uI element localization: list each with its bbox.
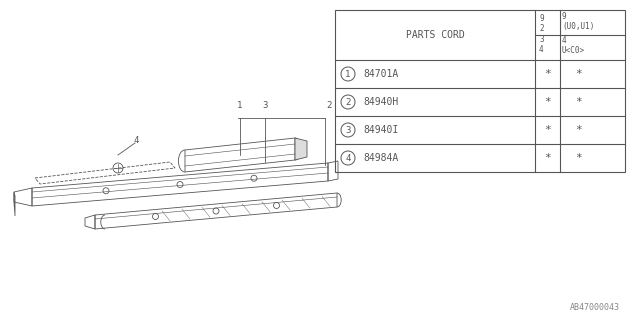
Text: 9
(U0,U1): 9 (U0,U1) [562, 12, 595, 31]
Text: 4: 4 [133, 135, 138, 145]
Text: *: * [544, 153, 551, 163]
Text: 1: 1 [346, 69, 351, 78]
Text: 1: 1 [237, 101, 243, 110]
Polygon shape [295, 138, 307, 160]
Text: 9
2
3
4: 9 2 3 4 [539, 14, 543, 54]
Bar [335, 10, 625, 172]
Text: *: * [575, 97, 582, 107]
Text: 84984A: 84984A [363, 153, 398, 163]
Text: *: * [575, 125, 582, 135]
Text: *: * [575, 153, 582, 163]
Text: 84940H: 84940H [363, 97, 398, 107]
Text: 2: 2 [346, 98, 351, 107]
Text: *: * [575, 69, 582, 79]
Text: 4
U<C0>: 4 U<C0> [562, 36, 585, 55]
Text: PARTS CORD: PARTS CORD [406, 30, 465, 40]
Text: AB47000043: AB47000043 [570, 303, 620, 312]
Text: 3: 3 [262, 101, 268, 110]
Text: 2: 2 [326, 101, 332, 110]
Text: 84701A: 84701A [363, 69, 398, 79]
Text: *: * [544, 125, 551, 135]
Text: *: * [544, 69, 551, 79]
Text: 4: 4 [346, 154, 351, 163]
Text: 3: 3 [346, 125, 351, 134]
Text: 84940I: 84940I [363, 125, 398, 135]
Text: *: * [544, 97, 551, 107]
